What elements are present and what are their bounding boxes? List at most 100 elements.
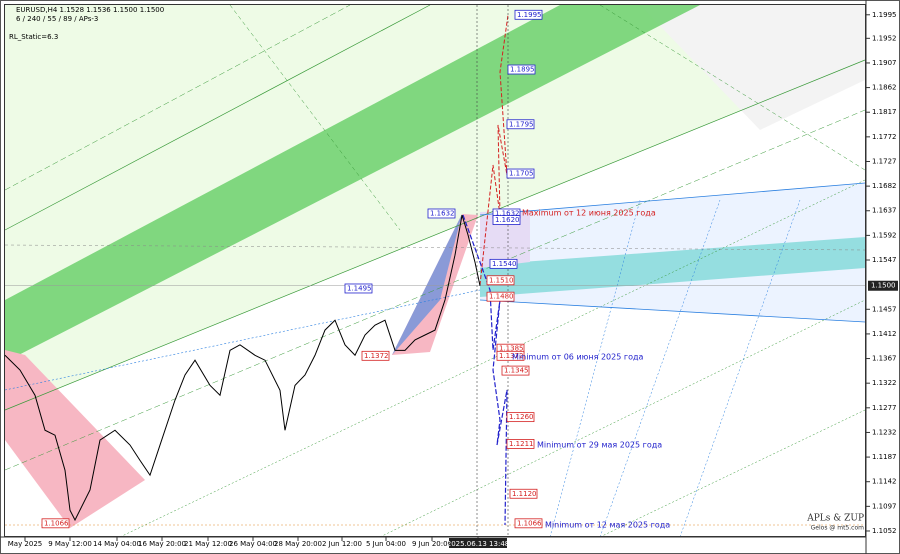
level-box: [496, 350, 525, 361]
level-label: 1.1066: [44, 519, 69, 527]
x-tick-label: 2 Jun 12:00: [322, 540, 362, 548]
level-box: [486, 275, 515, 286]
level-box: [344, 283, 373, 294]
x-tick-label: 2025.06.13 13:48: [447, 540, 509, 548]
x-tick-label: 28 May 20:00: [274, 540, 322, 548]
channel-line: [479, 182, 866, 216]
fan-line: [599, 4, 866, 171]
x-tick-label: 5 Jun 04:00: [366, 540, 406, 548]
annotation: Minimum от 06 июня 2025 года: [512, 353, 643, 362]
y-tick-label: 1.1367: [872, 355, 897, 363]
pink-zone: [5, 350, 145, 528]
annotation: Minimum от 29 мая 2025 года: [537, 441, 662, 450]
y-tick-label: 1.1907: [872, 59, 897, 67]
fan-line: [229, 4, 401, 231]
x-tick-label: 26 May 04:00: [229, 540, 277, 548]
level-label: 1.1620: [495, 216, 520, 224]
level-box: [506, 412, 535, 423]
x-tick-label: 14 May 04:00: [93, 540, 141, 548]
info-line: 6 / 240 / 55 / 89 / APs-3: [16, 15, 98, 23]
y-tick-label: 1.1277: [872, 404, 897, 412]
level-label: 1.1895: [510, 66, 535, 74]
level-box: [486, 291, 515, 302]
watermark: Gelos @ mt5.com: [811, 525, 865, 532]
level-box: [489, 258, 518, 269]
blue-wedge: [392, 214, 462, 355]
channel-line: [4, 4, 431, 231]
y-tick-label: 1.1322: [872, 379, 897, 387]
y-tick-label: 1.1817: [872, 108, 897, 116]
y-tick-label: 1.1187: [872, 453, 897, 461]
level-label: 1.1795: [509, 120, 534, 128]
level-line: [4, 244, 866, 251]
level-label: 1.1632: [430, 209, 455, 217]
y-tick-label: 1.1772: [872, 133, 897, 141]
level-box: [506, 119, 535, 130]
y-tick-label: 1.1727: [872, 157, 897, 165]
channels: [4, 4, 866, 538]
level-label: 1.1385: [499, 345, 524, 353]
projection: [462, 214, 508, 526]
level-label: 1.1345: [504, 367, 529, 375]
level-box: [501, 365, 530, 376]
y-tick-label: 1.1232: [872, 428, 897, 436]
level-label: 1.1540: [492, 260, 517, 268]
watermark: APLs & ZUP: [806, 514, 864, 524]
level-box: [361, 350, 390, 361]
chart-title: EURUSD,H4 1.1528 1.1536 1.1500 1.1500: [16, 6, 164, 14]
y-tick-label: 1.1637: [872, 207, 897, 215]
level-label: 1.1372: [364, 352, 389, 360]
y-tick-label: 1.1052: [872, 527, 897, 535]
x-tick-label: 16 May 20:00: [138, 540, 186, 548]
level-box: [509, 488, 538, 499]
channel-line: [4, 4, 351, 191]
y-tick-label: 1.1412: [872, 330, 897, 338]
level-label: 1.1211: [509, 440, 534, 448]
y-tick-label: 1.1142: [872, 478, 897, 486]
level-label: 1.1632: [495, 209, 520, 217]
channel-line: [4, 59, 866, 411]
teal-band: [480, 237, 865, 297]
level-label: 1.1705: [509, 170, 534, 178]
channel-line: [599, 409, 866, 538]
level-label: 1.1120: [512, 490, 537, 498]
level-label: 1.1480: [489, 293, 514, 301]
y-tick-label: 1.1952: [872, 34, 897, 42]
current-price-box: [868, 280, 898, 291]
y-tick-label: 1.1995: [872, 11, 897, 19]
annotation: Maximum от 12 июня 2025 года: [522, 209, 656, 218]
channel-line: [4, 289, 481, 391]
level-label: 1.1372: [499, 352, 524, 360]
x-tick-label: 9 Jun 20:00: [412, 540, 452, 548]
x-tick-label: 21 May 12:00: [184, 540, 232, 548]
level-label: 1.1995: [517, 11, 542, 19]
level-box: [506, 168, 535, 179]
x-tick-label: May 2025: [8, 540, 43, 548]
price-line: [4, 214, 481, 522]
grey-zone: [640, 5, 865, 130]
level-box: [506, 439, 535, 449]
level-label: 1.1066: [517, 519, 542, 527]
level-label: 1.1495: [347, 284, 372, 292]
channel-line: [119, 179, 866, 538]
level-label: 1.1510: [489, 276, 514, 284]
current-price-label: 1.1500: [871, 282, 896, 290]
channel-line: [479, 299, 866, 323]
pale-green-channel: [5, 5, 865, 410]
level-box: [492, 215, 521, 225]
channel-line: [4, 109, 866, 471]
level-label: 1.1260: [509, 413, 534, 421]
annotation: Minimum от 12 мая 2025 года: [545, 521, 670, 530]
level-box: [507, 64, 536, 75]
level-box: [514, 518, 543, 529]
channel-line: [379, 299, 866, 538]
level-box: [427, 208, 456, 219]
y-tick-label: 1.1097: [872, 502, 897, 510]
level-box: [41, 518, 70, 529]
y-tick-label: 1.1592: [872, 231, 897, 239]
level-box: [514, 9, 543, 20]
info-line: RL_Static=6.3: [9, 33, 58, 41]
x-tick-label: 9 May 12:00: [48, 540, 92, 548]
y-tick-label: 1.1682: [872, 182, 897, 190]
